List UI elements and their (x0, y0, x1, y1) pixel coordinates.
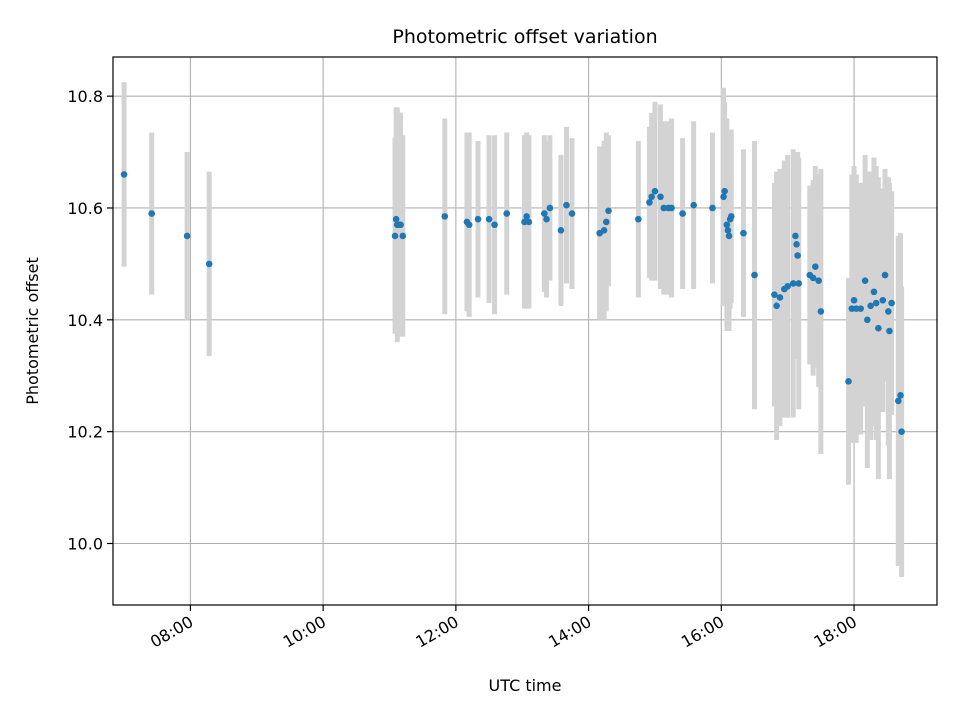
data-point (721, 187, 728, 195)
data-point (793, 241, 800, 248)
data-point (600, 227, 608, 234)
data-point (602, 218, 610, 226)
data-point (474, 215, 482, 223)
data-point (635, 215, 642, 223)
data-point (485, 215, 493, 223)
data-point (525, 218, 533, 226)
data-point (812, 263, 819, 270)
data-point (563, 201, 570, 209)
y-tick-label: 10.0 (67, 534, 103, 553)
y-tick-label: 10.8 (67, 87, 103, 106)
data-point (815, 277, 822, 284)
x-tick-label: 10:00 (280, 612, 329, 652)
data-points (120, 171, 905, 435)
data-point (872, 299, 880, 307)
data-point (441, 213, 449, 220)
data-point (898, 428, 905, 435)
data-point (886, 327, 893, 335)
plot-frame (112, 56, 938, 606)
y-tick-label: 10.4 (67, 311, 103, 330)
data-point (861, 277, 869, 284)
data-point (740, 229, 747, 237)
data-point (503, 210, 511, 217)
data-point (541, 210, 548, 217)
y-tick-label: 10.2 (67, 423, 103, 442)
data-point (657, 193, 664, 201)
data-point (523, 213, 530, 220)
x-tick-label: 18:00 (811, 612, 860, 652)
data-point (651, 187, 659, 195)
data-point (751, 271, 758, 279)
y-axis-ticks: 10.0 10.2 10.4 10.6 10.8 (67, 87, 113, 553)
data-point (120, 171, 128, 178)
data-point (391, 232, 399, 240)
data-point (725, 232, 733, 240)
data-point (894, 397, 902, 405)
data-point (605, 207, 612, 215)
data-point (465, 221, 473, 229)
data-point (795, 280, 803, 287)
data-point (724, 227, 732, 234)
data-point (546, 204, 554, 212)
data-point (648, 193, 655, 201)
x-tick-label: 16:00 (678, 612, 727, 652)
data-point (897, 392, 904, 399)
data-point (879, 296, 887, 304)
data-point (792, 232, 799, 240)
data-point (867, 302, 874, 310)
data-point (557, 227, 565, 234)
x-tick-label: 12:00 (412, 612, 461, 652)
data-point (148, 210, 156, 217)
data-point (845, 378, 852, 385)
data-point (727, 213, 735, 220)
chart-title: Photometric offset variation (392, 26, 657, 48)
data-point (205, 260, 213, 268)
data-point (870, 288, 878, 296)
data-point (709, 204, 716, 212)
data-point (817, 308, 825, 315)
data-point (809, 274, 817, 282)
data-point (543, 215, 550, 223)
data-point (794, 252, 801, 259)
data-point (771, 291, 778, 298)
data-point (679, 210, 686, 217)
x-tick-label: 08:00 (147, 612, 196, 652)
data-point (568, 210, 576, 217)
data-point (723, 221, 731, 229)
x-tick-label: 14:00 (545, 612, 594, 652)
data-point (888, 299, 895, 307)
data-point (668, 204, 675, 212)
data-point (789, 280, 797, 287)
data-point (720, 193, 727, 201)
data-point (646, 199, 653, 206)
data-point (690, 201, 697, 209)
data-point (183, 232, 191, 240)
data-point (773, 302, 780, 310)
error-bars (121, 82, 905, 578)
data-point (784, 282, 791, 290)
x-axis-ticks: 08:00 10:00 12:00 14:00 16:00 18:00 (147, 605, 860, 652)
y-tick-label: 10.6 (67, 199, 103, 218)
data-point (885, 308, 892, 315)
data-point (776, 294, 784, 301)
data-point (392, 215, 400, 223)
data-point (491, 221, 498, 229)
data-point (850, 296, 858, 304)
data-point (864, 316, 871, 324)
data-point (857, 305, 864, 312)
data-point (399, 232, 407, 240)
data-point (881, 271, 889, 279)
data-point (397, 221, 404, 229)
data-point (875, 324, 882, 332)
y-axis-title: Photometric offset (23, 257, 42, 405)
x-axis-title: UTC time (489, 676, 562, 695)
